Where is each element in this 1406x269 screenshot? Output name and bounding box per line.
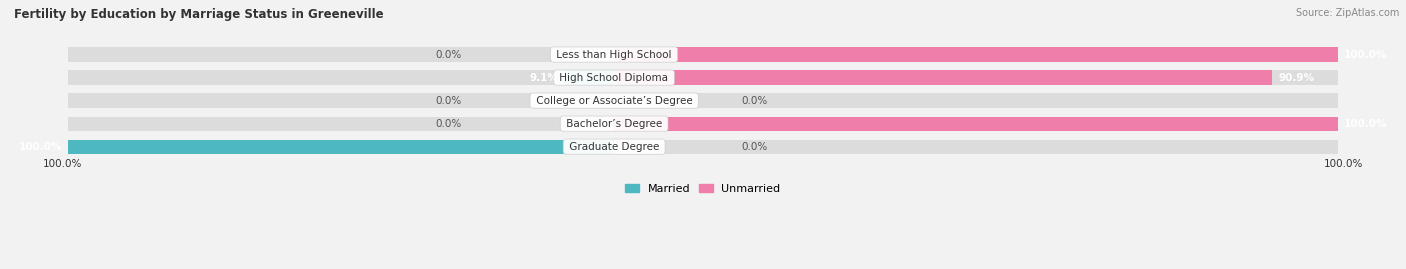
Text: Less than High School: Less than High School bbox=[553, 49, 675, 59]
Text: 100.0%: 100.0% bbox=[1344, 119, 1388, 129]
Text: 100.0%: 100.0% bbox=[18, 142, 62, 152]
Text: 90.9%: 90.9% bbox=[1278, 73, 1315, 83]
Text: Fertility by Education by Marriage Status in Greeneville: Fertility by Education by Marriage Statu… bbox=[14, 8, 384, 21]
Bar bbox=[614, 47, 1339, 62]
Text: 0.0%: 0.0% bbox=[741, 142, 768, 152]
Text: 100.0%: 100.0% bbox=[1344, 49, 1388, 59]
Bar bbox=[67, 140, 1339, 154]
Bar bbox=[67, 70, 1339, 85]
Text: 0.0%: 0.0% bbox=[741, 95, 768, 106]
Text: High School Diploma: High School Diploma bbox=[557, 73, 672, 83]
Bar bbox=[67, 47, 1339, 62]
Text: 100.0%: 100.0% bbox=[1324, 159, 1364, 169]
Bar bbox=[67, 116, 1339, 131]
Text: 0.0%: 0.0% bbox=[436, 119, 461, 129]
Text: Graduate Degree: Graduate Degree bbox=[565, 142, 662, 152]
Legend: Married, Unmarried: Married, Unmarried bbox=[621, 179, 785, 199]
Bar bbox=[614, 70, 1272, 85]
Text: Bachelor’s Degree: Bachelor’s Degree bbox=[562, 119, 665, 129]
Bar bbox=[564, 70, 614, 85]
Text: 9.1%: 9.1% bbox=[529, 73, 558, 83]
Bar bbox=[67, 140, 614, 154]
Text: 0.0%: 0.0% bbox=[436, 95, 461, 106]
Bar bbox=[67, 93, 1339, 108]
Text: Source: ZipAtlas.com: Source: ZipAtlas.com bbox=[1295, 8, 1399, 18]
Text: College or Associate’s Degree: College or Associate’s Degree bbox=[533, 95, 696, 106]
Text: 0.0%: 0.0% bbox=[436, 49, 461, 59]
Bar bbox=[614, 116, 1339, 131]
Text: 100.0%: 100.0% bbox=[42, 159, 82, 169]
